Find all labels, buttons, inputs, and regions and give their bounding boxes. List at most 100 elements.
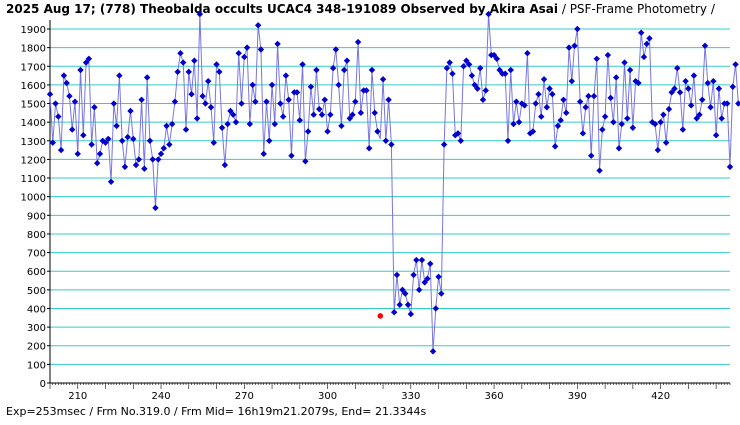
chart-title-normal: / PSF-Frame Photometry / — [558, 2, 715, 16]
data-point — [268, 81, 276, 89]
data-point — [385, 96, 392, 103]
data-point — [132, 161, 140, 169]
data-point — [77, 66, 84, 74]
data-point — [662, 139, 670, 146]
data-point — [188, 91, 195, 98]
data-point — [121, 163, 129, 171]
data-point — [557, 117, 564, 124]
data-point — [538, 113, 545, 120]
data-point — [665, 105, 673, 113]
y-tick-label: 800 — [27, 230, 46, 241]
data-point — [729, 83, 736, 90]
y-tick-label: 0 — [40, 379, 46, 390]
data-point — [254, 22, 262, 29]
data-point — [249, 81, 256, 89]
data-point — [146, 137, 154, 144]
data-point — [626, 66, 634, 74]
data-point — [515, 118, 523, 126]
data-point — [166, 141, 173, 148]
data-point — [313, 66, 320, 74]
data-point — [185, 68, 192, 76]
data-point — [693, 115, 700, 122]
data-point — [368, 66, 376, 74]
data-point — [726, 163, 734, 171]
data-point — [80, 132, 87, 139]
data-point — [579, 130, 587, 137]
data-point — [510, 120, 517, 128]
data-point — [316, 105, 323, 113]
data-point — [704, 79, 711, 87]
data-point — [260, 150, 267, 158]
data-point — [124, 133, 131, 141]
data-point — [549, 91, 556, 98]
data-point — [168, 120, 176, 128]
data-point — [288, 152, 295, 159]
y-tick-label: 1300 — [21, 137, 46, 148]
data-point — [568, 77, 575, 85]
data-point — [63, 79, 70, 87]
data-point — [157, 150, 165, 158]
data-point — [252, 98, 259, 105]
data-point — [554, 122, 562, 130]
data-point — [216, 68, 223, 76]
data-point — [563, 109, 570, 117]
data-point — [257, 46, 265, 53]
x-tick-label: 240 — [151, 391, 170, 402]
data-point — [357, 109, 365, 117]
data-point — [657, 118, 664, 126]
y-tick-label: 1400 — [21, 118, 46, 129]
y-tick-label: 1700 — [21, 62, 46, 73]
data-point — [482, 87, 489, 94]
data-point — [518, 100, 526, 107]
x-tick-label: 330 — [401, 391, 420, 402]
data-point — [679, 126, 687, 133]
data-point — [551, 143, 559, 150]
data-point — [707, 104, 714, 111]
data-point — [282, 72, 290, 79]
data-point — [196, 10, 204, 18]
data-point — [155, 156, 162, 163]
data-point — [449, 70, 456, 77]
data-point — [565, 44, 573, 51]
data-point — [513, 98, 520, 105]
data-point — [682, 77, 689, 85]
data-point — [327, 111, 334, 118]
data-point — [471, 81, 478, 89]
data-point — [174, 68, 181, 76]
data-point — [110, 100, 118, 107]
series-layer — [46, 10, 740, 355]
data-point — [618, 120, 625, 128]
data-point — [604, 51, 612, 59]
y-tick-label: 1100 — [21, 174, 46, 185]
data-point — [687, 102, 695, 109]
data-point — [427, 260, 434, 267]
data-point — [241, 53, 248, 61]
data-point — [613, 74, 620, 81]
data-point — [202, 100, 209, 107]
data-point — [390, 309, 398, 316]
data-point — [388, 141, 395, 148]
data-point — [118, 137, 126, 144]
x-tick-label: 420 — [651, 391, 670, 402]
data-point — [621, 59, 628, 66]
data-point — [271, 120, 279, 128]
data-point — [454, 130, 462, 137]
data-point — [213, 61, 220, 68]
data-point — [343, 57, 351, 64]
data-point — [113, 122, 120, 130]
data-point — [266, 137, 273, 144]
data-point — [324, 128, 331, 135]
data-point — [438, 290, 445, 297]
data-point — [671, 85, 678, 92]
y-tick-label: 600 — [27, 267, 46, 278]
data-point — [699, 96, 706, 103]
data-point — [446, 59, 453, 66]
y-tick-label: 900 — [27, 211, 46, 222]
data-point — [141, 165, 148, 172]
data-point — [646, 35, 653, 42]
data-point — [277, 100, 284, 107]
data-point — [521, 102, 528, 109]
data-point — [421, 279, 428, 286]
data-point — [624, 115, 631, 122]
